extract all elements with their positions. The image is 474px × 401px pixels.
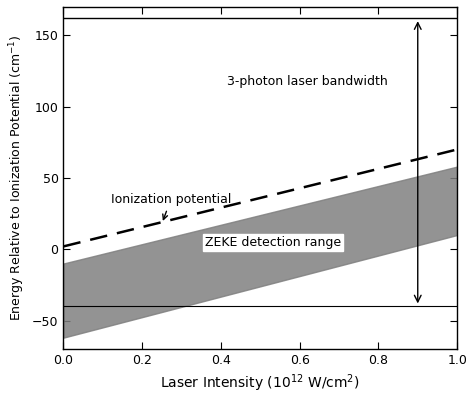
X-axis label: Laser Intensity (10$^{12}$ W/cm$^2$): Laser Intensity (10$^{12}$ W/cm$^2$) <box>160 373 360 394</box>
Text: 3-photon laser bandwidth: 3-photon laser bandwidth <box>227 75 388 87</box>
Y-axis label: Energy Relative to Ionization Potential (cm$^{-1}$): Energy Relative to Ionization Potential … <box>7 35 27 321</box>
Text: Ionization potential: Ionization potential <box>111 193 231 219</box>
Text: ZEKE detection range: ZEKE detection range <box>205 236 341 249</box>
